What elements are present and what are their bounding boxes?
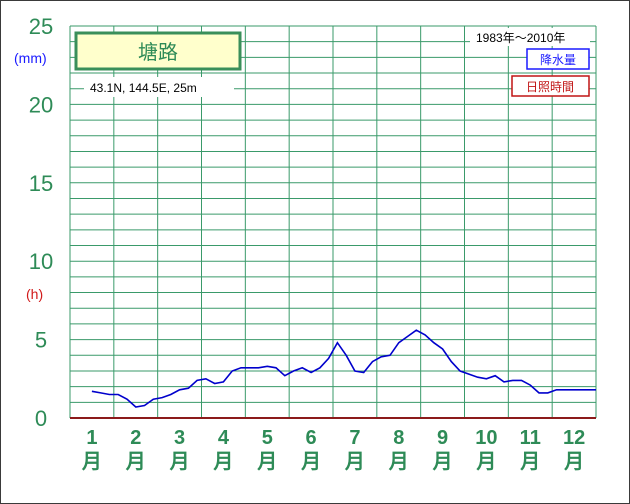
- month-suffix-label: 月: [519, 451, 540, 473]
- month-number-label: 5: [262, 427, 273, 449]
- precip-line: [91, 329, 596, 408]
- period-bg: [470, 28, 590, 46]
- month-suffix-label: 月: [169, 451, 190, 473]
- month-number-label: 6: [306, 427, 317, 449]
- month-suffix-label: 月: [256, 451, 277, 473]
- month-suffix-label: 月: [344, 451, 365, 473]
- month-suffix-label: 月: [563, 451, 584, 473]
- month-number-label: 10: [475, 427, 497, 449]
- month-suffix-label: 月: [300, 451, 321, 473]
- legend-precip: 降水量: [526, 48, 590, 70]
- month-suffix-label: 月: [212, 451, 233, 473]
- legend-precip-label: 降水量: [540, 53, 576, 67]
- sunshine-unit-label: (h): [26, 286, 43, 302]
- series-layer: [91, 329, 596, 408]
- month-suffix-label: 月: [432, 451, 453, 473]
- month-number-label: 3: [174, 427, 185, 449]
- legend-sunshine-label: 日照時間: [526, 80, 574, 94]
- station-name-box: 塘路: [74, 31, 242, 71]
- chart-title: 塘路: [138, 41, 178, 64]
- month-number-label: 12: [563, 427, 585, 449]
- period-text: 1983年〜2010年: [476, 31, 565, 45]
- month-number-label: 4: [218, 427, 230, 449]
- month-number-label: 9: [437, 427, 448, 449]
- month-suffix-label: 月: [388, 451, 409, 473]
- month-number-label: 1: [86, 427, 97, 449]
- y-tick-label: 25: [29, 14, 53, 39]
- y-tick-labels: 0 5 10 15 20 25: [29, 14, 53, 431]
- month-number-label: 11: [520, 427, 541, 449]
- y-tick-label: 20: [29, 92, 53, 117]
- month-number-label: 2: [130, 427, 141, 449]
- location-bg: [84, 77, 234, 97]
- y-tick-label: 15: [29, 171, 53, 196]
- precip-unit-label: (mm): [14, 50, 47, 66]
- month-suffix-label: 月: [125, 451, 146, 473]
- legend-sunshine: 日照時間: [511, 75, 590, 97]
- y-tick-label: 5: [35, 328, 47, 353]
- month-suffix-label: 月: [475, 451, 496, 473]
- y-tick-label: 0: [35, 406, 47, 431]
- location-text: 43.1N, 144.5E, 25m: [90, 81, 197, 95]
- month-number-label: 8: [393, 427, 404, 449]
- month-suffix-label: 月: [81, 451, 102, 473]
- month-number-label: 7: [349, 427, 360, 449]
- y-tick-label: 10: [29, 249, 53, 274]
